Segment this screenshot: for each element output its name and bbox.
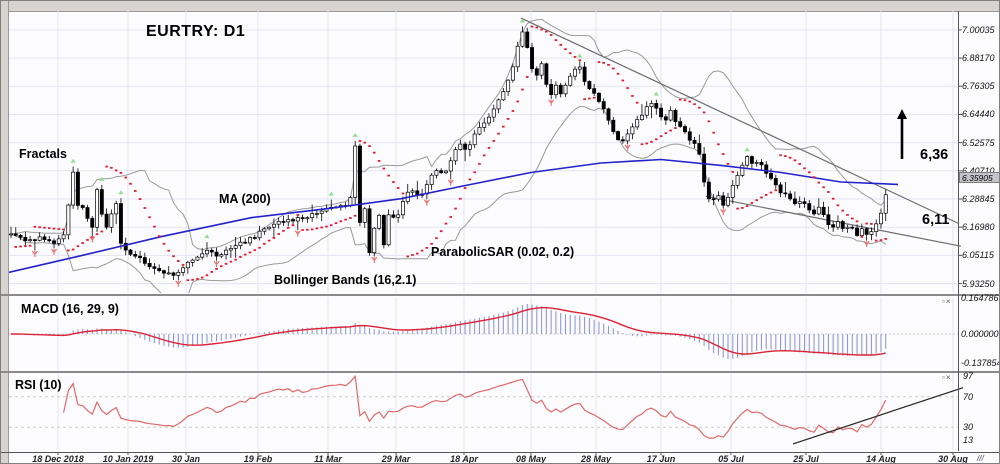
time-tick-label: 18 Apr — [450, 454, 478, 464]
rsi-minimize-icon[interactable]: ▫ — [942, 373, 946, 382]
rsi-tick-label: 97 — [963, 371, 974, 382]
macd-label: MACD (16, 29, 9) — [21, 302, 119, 316]
bollinger-label: Bollinger Bands (16,2.1) — [274, 273, 417, 287]
time-tick-label: 14 Aug — [866, 454, 896, 464]
rsi-tick-label: 13 — [963, 435, 974, 446]
time-tick-label: 30 Aug — [938, 454, 968, 464]
time-tick-label: 30 Jan — [171, 454, 201, 464]
price-tick-label: 6.64440 — [962, 109, 995, 120]
macd-signal-line — [11, 307, 886, 356]
time-tick-label: 10 Jan 2019 — [102, 454, 154, 464]
rsi-panel-buttons[interactable]: ▫× — [942, 373, 952, 382]
price-tick-label: 6.76305 — [962, 81, 995, 92]
trendlines-layer — [520, 17, 962, 247]
macd-tick-label: -0.137854 — [961, 358, 1000, 368]
macd-tick-label: 0.164786 — [961, 293, 999, 303]
macd-panel-buttons[interactable]: ▫× — [942, 297, 952, 306]
rsi-trendline — [792, 387, 964, 445]
price-tick-label: 5.93250 — [962, 278, 995, 289]
rsi-close-icon[interactable]: × — [945, 373, 952, 382]
fractals-label: Fractals — [19, 147, 67, 161]
candles-layer — [9, 26, 888, 281]
window-top-gutter — [1, 1, 999, 12]
bollinger-bands-layer — [10, 18, 887, 293]
sar-dots-layer — [14, 25, 888, 282]
chart-title: EURTRY: D1 — [146, 23, 246, 40]
ma-line — [9, 158, 899, 274]
current-price-tag: 6.35905 — [959, 172, 999, 183]
rsi-tick-label: 30 — [963, 422, 974, 433]
end-of-chart-marker: /// — [977, 454, 984, 463]
time-tick-label: 29 Mar — [381, 454, 411, 464]
macd-tick-label: 0.000000 — [961, 329, 999, 339]
price-tick-label: 6.05115 — [962, 250, 994, 261]
time-tick-label: 11 Mar — [314, 454, 342, 464]
time-tick-label: 25 Jul — [793, 454, 819, 464]
price-tick-label: 6.40710 — [962, 165, 995, 176]
time-tick-label: 17 Jun — [646, 454, 676, 464]
macd-panel-separator — [1, 294, 999, 296]
rsi-panel-separator — [1, 371, 999, 373]
time-tick-label: 05 Jul — [718, 454, 744, 464]
grid-layer — [9, 10, 962, 455]
time-tick-label: 28 May — [580, 454, 612, 464]
price-axis-border — [958, 11, 959, 451]
time-axis-separator — [1, 452, 999, 453]
window-left-gutter — [1, 1, 9, 463]
fractals-layer — [31, 18, 870, 287]
price-tick-label: 6.16980 — [962, 222, 995, 233]
macd-minimize-icon[interactable]: ▫ — [942, 297, 946, 306]
sar-label: ParabolicSAR (0.02, 0.2) — [431, 245, 575, 259]
price-tick-label: 6.88170 — [962, 53, 995, 64]
price-tick-label: 6.52575 — [962, 137, 995, 148]
annotation-arrow-icon — [897, 109, 907, 159]
macd-histogram-layer — [20, 304, 887, 359]
time-tick-label: 19 Feb — [243, 454, 273, 464]
time-tick-label: 18 Dec 2018 — [32, 454, 84, 464]
price-tick-label: 7.00035 — [962, 24, 995, 35]
rsi-tick-label: 70 — [963, 391, 974, 402]
lower-price-label: 6,11 — [922, 212, 950, 228]
price-tick-label: 6.28845 — [962, 194, 995, 205]
rsi-line — [63, 375, 887, 439]
ma-label: MA (200) — [219, 192, 271, 206]
time-tick-label: 08 May — [515, 454, 547, 464]
macd-close-icon[interactable]: × — [945, 297, 952, 306]
rsi-label: RSI (10) — [15, 378, 62, 392]
upper-price-label: 6,36 — [920, 147, 949, 163]
